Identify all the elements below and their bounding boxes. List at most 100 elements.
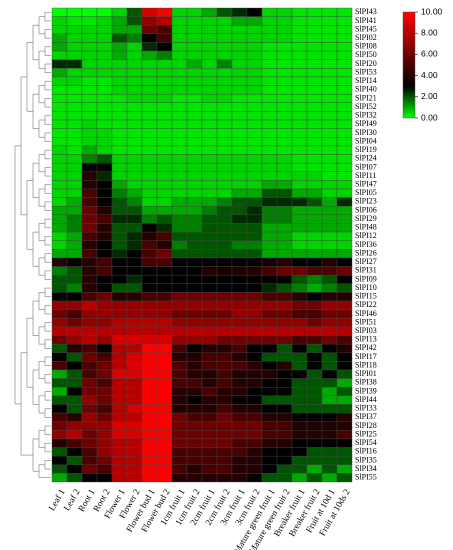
heatmap-cell <box>66 464 83 474</box>
heatmap-cell <box>201 137 218 147</box>
heatmap-cell <box>306 240 323 250</box>
heatmap-cell <box>111 206 128 216</box>
heatmap-cell <box>291 197 308 207</box>
heatmap-cell <box>201 343 218 353</box>
row-label: SlPI55 <box>355 473 377 482</box>
heatmap-cell <box>201 33 218 43</box>
heatmap-cell <box>126 309 143 319</box>
heatmap-cell <box>171 93 188 103</box>
heatmap-cell <box>156 430 173 440</box>
heatmap-cell <box>66 343 83 353</box>
heatmap-cell <box>306 206 323 216</box>
heatmap-cell <box>96 292 113 302</box>
heatmap-cell <box>141 59 158 69</box>
heatmap-cell <box>81 292 98 302</box>
heatmap-cell <box>231 188 248 198</box>
heatmap-cell <box>276 352 293 362</box>
heatmap-cell <box>231 240 248 250</box>
heatmap-cell <box>276 343 293 353</box>
heatmap-cell <box>96 102 113 112</box>
heatmap-cell <box>156 309 173 319</box>
heatmap-cell <box>96 412 113 422</box>
heatmap-cell <box>126 257 143 267</box>
heatmap-cell <box>126 93 143 103</box>
heatmap-cell <box>201 369 218 379</box>
heatmap-cell <box>111 447 128 457</box>
heatmap-cell <box>291 300 308 310</box>
heatmap-cell <box>111 93 128 103</box>
heatmap-cell <box>51 50 68 60</box>
heatmap-cell <box>111 42 128 52</box>
heatmap-cell <box>201 283 218 293</box>
heatmap-cell <box>261 240 278 250</box>
heatmap-cell <box>336 93 353 103</box>
heatmap-cell <box>321 473 338 483</box>
heatmap-cell <box>111 430 128 440</box>
heatmap-cell <box>201 59 218 69</box>
heatmap-cell <box>336 378 353 388</box>
heatmap-cell <box>321 214 338 224</box>
heatmap-cell <box>246 171 263 181</box>
heatmap-cell <box>276 25 293 35</box>
heatmap-cell <box>126 326 143 336</box>
heatmap-cell <box>126 162 143 172</box>
heatmap-cell <box>66 68 83 78</box>
heatmap-cell <box>141 343 158 353</box>
heatmap-cell <box>66 162 83 172</box>
heatmap-cell <box>306 188 323 198</box>
heatmap-cell <box>261 171 278 181</box>
heatmap-cell <box>336 421 353 431</box>
heatmap-cell <box>126 274 143 284</box>
heatmap-cell <box>186 309 203 319</box>
heatmap-cell <box>291 231 308 241</box>
heatmap-cell <box>81 266 98 276</box>
heatmap-cell <box>66 154 83 164</box>
heatmap-cell <box>216 257 233 267</box>
heatmap-cell <box>171 240 188 250</box>
heatmap-cell <box>201 395 218 405</box>
heatmap-cell <box>306 102 323 112</box>
heatmap-cell <box>126 223 143 233</box>
heatmap-cell <box>201 240 218 250</box>
heatmap-cell <box>81 283 98 293</box>
heatmap-cell <box>66 180 83 190</box>
heatmap-cell <box>171 25 188 35</box>
heatmap-cell <box>321 33 338 43</box>
heatmap-cell <box>141 335 158 345</box>
heatmap-cell <box>66 257 83 267</box>
heatmap-cell <box>291 214 308 224</box>
color-bar-label: 0.00 <box>421 112 438 122</box>
heatmap-cell <box>201 42 218 52</box>
row-label: SlPI13 <box>355 335 377 344</box>
heatmap-cell <box>216 438 233 448</box>
heatmap-cell <box>216 171 233 181</box>
heatmap-cell <box>96 206 113 216</box>
heatmap-cell <box>231 343 248 353</box>
heatmap-cell <box>141 93 158 103</box>
heatmap-cell <box>171 369 188 379</box>
heatmap-cell <box>81 197 98 207</box>
heatmap-cell <box>156 378 173 388</box>
heatmap-cell <box>81 180 98 190</box>
heatmap-cell <box>96 352 113 362</box>
heatmap-cell <box>201 16 218 26</box>
heatmap-cell <box>126 447 143 457</box>
heatmap-cell <box>246 378 263 388</box>
heatmap-cell <box>111 352 128 362</box>
heatmap-cell <box>321 438 338 448</box>
heatmap-cell <box>216 361 233 371</box>
heatmap-cell <box>216 447 233 457</box>
heatmap-cell <box>96 455 113 465</box>
heatmap-cell <box>231 197 248 207</box>
heatmap-cell <box>171 266 188 276</box>
heatmap-cell <box>336 404 353 414</box>
heatmap-cell <box>186 274 203 284</box>
heatmap-cell <box>291 59 308 69</box>
heatmap-cell <box>261 266 278 276</box>
heatmap-cell <box>141 395 158 405</box>
heatmap-cell <box>336 119 353 129</box>
heatmap-cell <box>201 197 218 207</box>
heatmap-cell <box>306 318 323 328</box>
heatmap-cell <box>231 378 248 388</box>
heatmap-cell <box>186 214 203 224</box>
